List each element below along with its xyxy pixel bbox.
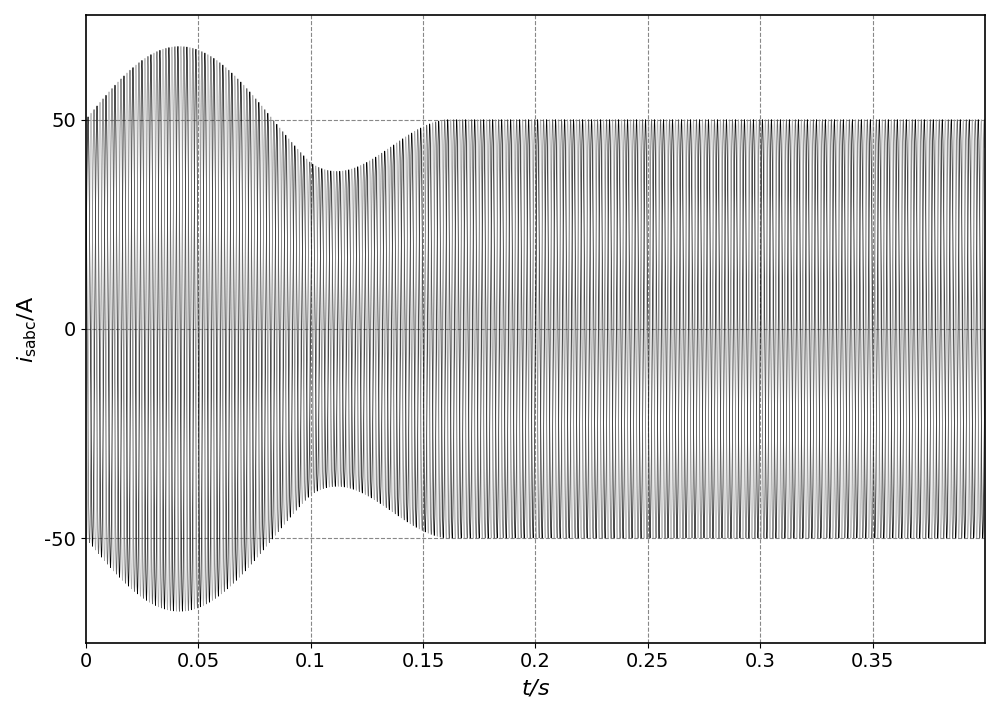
X-axis label: $t$/s: $t$/s [521,677,550,698]
Y-axis label: $i_{\mathrm{sabc}}$/A: $i_{\mathrm{sabc}}$/A [15,295,39,363]
